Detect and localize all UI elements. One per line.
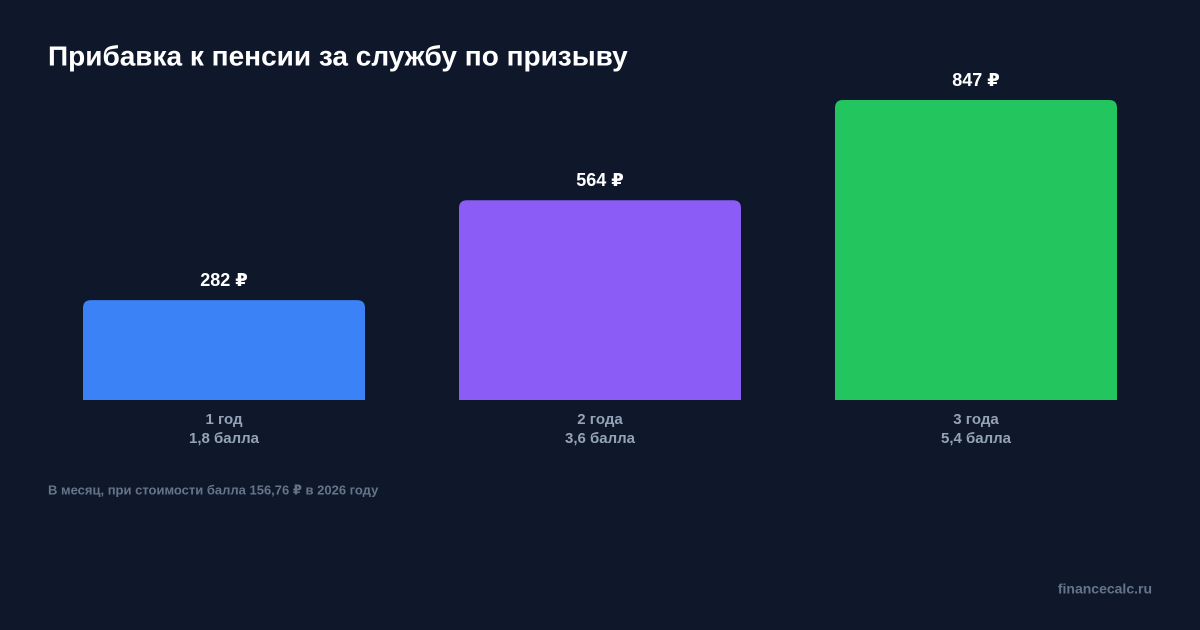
x-tick-label: 3 года (953, 411, 999, 428)
x-tick-note: 1,8 балла (189, 430, 260, 447)
x-tick-note: 5,4 балла (941, 430, 1012, 447)
value-label: 564 ₽ (576, 170, 624, 190)
chart-title: Прибавка к пенсии за службу по призыву (48, 40, 628, 71)
x-tick-label: 2 года (577, 411, 623, 428)
value-label: 847 ₽ (952, 70, 1000, 90)
source: financecalc.ru (1058, 581, 1152, 597)
x-tick-note: 3,6 балла (565, 430, 636, 447)
bar (835, 100, 1117, 400)
x-tick-label: 1 год (205, 411, 243, 428)
footnote: В месяц, при стоимости балла 156,76 ₽ в … (48, 482, 379, 497)
bar (83, 300, 365, 400)
value-label: 282 ₽ (200, 270, 248, 290)
bar (459, 200, 741, 400)
